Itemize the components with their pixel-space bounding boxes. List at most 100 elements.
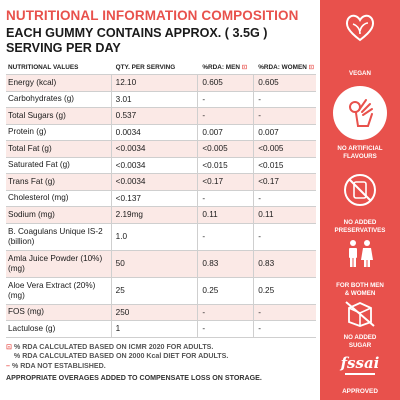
- col-header-rda-men: %RDA: MEN ⊡: [202, 64, 248, 71]
- qty-per-serving: 50: [112, 250, 199, 277]
- qty-per-serving: <0.0034: [112, 174, 199, 190]
- rda-women: 0.605: [258, 78, 279, 88]
- qty-per-serving: 0.537: [112, 108, 199, 124]
- rda-women: -: [258, 94, 261, 104]
- footnote-icmr: ⊡ % RDA CALCULATED BASED ON ICMR 2020 FO…: [6, 342, 214, 351]
- rda-women: -: [258, 324, 261, 334]
- table-row: Protein (g) 0.0034 0.007 0.007: [6, 124, 316, 141]
- table-row: Carbohydrates (g) 3.01- -: [6, 91, 316, 108]
- nutrient-name: Aloe Vera Extract (20%) (mg): [6, 277, 112, 304]
- serving-subtitle: EACH GUMMY CONTAINS APPROX. ( 3.5G ) SER…: [6, 26, 268, 55]
- qty-per-serving: 3.01: [112, 91, 199, 107]
- claims-sidebar: VEGAN NO ARTIFICIAL FLAVOURS NO ADDED PR…: [320, 0, 400, 400]
- qty-per-serving: 0.0034: [112, 124, 199, 140]
- hand-ok-icon: [349, 99, 373, 127]
- nutrient-name: Carbohydrates (g): [6, 91, 112, 107]
- table-row: B. Coagulans Unique IS-2 (billion) 1.0- -: [6, 223, 316, 251]
- fssai-underline: [345, 373, 375, 375]
- nutrient-name: Lactulose (g): [6, 321, 112, 337]
- nutrient-name: Energy (kcal): [6, 75, 112, 91]
- nutrition-table: Energy (kcal) 12.10 0.605 0.605 Carbohydrate…: [6, 74, 316, 338]
- badge-no-sugar-line2: SUGAR: [348, 342, 372, 349]
- qty-per-serving: 25: [112, 277, 199, 304]
- rda-women: 0.83: [258, 259, 275, 268]
- table-row: Aloe Vera Extract (20%) (mg) 25 0.25 0.25: [6, 277, 316, 305]
- rda-women: -: [258, 232, 261, 241]
- rda-men: 0.83: [198, 250, 255, 277]
- badge-no-preservatives-line2: PRESERVATIVES: [334, 227, 386, 234]
- col-header-rda-women: %RDA: WOMEN ⊡: [258, 64, 314, 71]
- rda-men: <0.015: [198, 157, 255, 173]
- qty-per-serving: 1.0: [112, 223, 199, 250]
- footnote-kcal: % RDA CALCULATED BASED ON 2000 Kcal DIET…: [13, 352, 229, 360]
- rda-women: <0.17: [258, 177, 279, 187]
- footnote-not-established: – % RDA NOT ESTABLISHED.: [6, 361, 106, 370]
- nutrient-name: Saturated Fat (g): [6, 157, 112, 173]
- no-sugar-icon: [345, 301, 375, 327]
- no-preservatives-icon: [344, 174, 376, 206]
- rda-men: -: [198, 190, 255, 206]
- nutrient-name: B. Coagulans Unique IS-2 (billion): [6, 223, 112, 250]
- rda-flag-icon: ⊡: [308, 64, 314, 71]
- rda-men: <0.005: [198, 141, 255, 157]
- rda-men: -: [198, 321, 255, 337]
- nutrition-panel: NUTRITIONAL INFORMATION COMPOSITION EACH…: [6, 8, 316, 382]
- rda-women: -: [258, 111, 261, 121]
- rda-women: -: [258, 307, 261, 317]
- rda-men: 0.25: [198, 277, 255, 304]
- rda-men: -: [198, 108, 255, 124]
- badge-no-preservatives-line1: NO ADDED: [343, 219, 377, 226]
- rda-men: 0.11: [198, 207, 255, 223]
- rda-women: 0.25: [258, 286, 275, 295]
- badge-no-artificial-line2: FLAVOURS: [343, 153, 377, 160]
- qty-per-serving: <0.0034: [112, 157, 199, 173]
- table-row: Sodium (mg) 2.19mg 0.11 0.11: [6, 207, 316, 224]
- rda-flag-icon: ⊡: [241, 64, 248, 71]
- badge-vegan: VEGAN: [348, 70, 371, 77]
- footnotes: ⊡ % RDA CALCULATED BASED ON ICMR 2020 FO…: [6, 343, 316, 372]
- col-header-qty: QTY. PER SERVING: [115, 63, 176, 71]
- rda-women: <0.015: [258, 160, 284, 170]
- rda-women: 0.007: [258, 127, 279, 137]
- qty-per-serving: <0.137: [112, 190, 199, 206]
- rda-men: -: [198, 304, 255, 320]
- rda-men: <0.17: [198, 174, 255, 190]
- table-row: Total Sugars (g) 0.537- -: [6, 108, 316, 125]
- nutrient-name: Cholesterol (mg): [6, 190, 112, 206]
- rda-men: -: [198, 223, 255, 250]
- table-row: Saturated Fat (g) <0.0034 <0.015 <0.015: [6, 157, 316, 174]
- rda-men: 0.605: [198, 75, 255, 91]
- badge-men-women-line2: & WOMEN: [344, 290, 376, 297]
- badge-circle: [333, 86, 387, 140]
- rda-men: 0.007: [198, 124, 255, 140]
- table-row: Lactulose (g) 1- -: [6, 321, 316, 338]
- badge-approved: APPROVED: [342, 388, 378, 395]
- nutrient-name: FOS (mg): [6, 304, 112, 320]
- nutrient-name: Sodium (mg): [6, 207, 112, 223]
- rda-women: <0.005: [258, 144, 284, 154]
- badge-men-women-line1: FOR BOTH MEN: [336, 282, 384, 289]
- qty-per-serving: 250: [112, 304, 199, 320]
- table-row: Total Fat (g) <0.0034 <0.005 <0.005: [6, 141, 316, 158]
- nutrient-name: Amla Juice Powder (10%) (mg): [6, 250, 112, 277]
- nutrient-name: Total Fat (g): [6, 141, 112, 157]
- overages-note: APPROPRIATE OVERAGES ADDED TO COMPENSATE…: [6, 374, 262, 382]
- qty-per-serving: 12.10: [112, 75, 199, 91]
- man-woman-icon: [349, 240, 373, 267]
- badge-no-sugar-line1: NO ADDED: [343, 334, 377, 341]
- page-title: NUTRITIONAL INFORMATION COMPOSITION: [6, 8, 299, 23]
- table-header: NUTRITIONAL VALUES QTY. PER SERVING %RDA…: [6, 62, 316, 72]
- col-header-nutritional-values: NUTRITIONAL VALUES: [8, 63, 79, 71]
- table-row: Trans Fat (g) <0.0034 <0.17 <0.17: [6, 174, 316, 191]
- table-row: FOS (mg) 250- -: [6, 304, 316, 321]
- qty-per-serving: 2.19mg: [112, 207, 199, 223]
- table-row: Amla Juice Powder (10%) (mg) 50 0.83 0.83: [6, 250, 316, 278]
- nutrient-name: Trans Fat (g): [6, 174, 112, 190]
- fssai-logo: fssai: [340, 354, 380, 372]
- nutrient-name: Total Sugars (g): [6, 108, 112, 124]
- rda-women: -: [258, 193, 261, 203]
- rda-men: -: [198, 91, 255, 107]
- qty-per-serving: <0.0034: [112, 141, 199, 157]
- badge-no-artificial-line1: NO ARTIFICIAL: [337, 145, 383, 152]
- table-row: Energy (kcal) 12.10 0.605 0.605: [6, 75, 316, 92]
